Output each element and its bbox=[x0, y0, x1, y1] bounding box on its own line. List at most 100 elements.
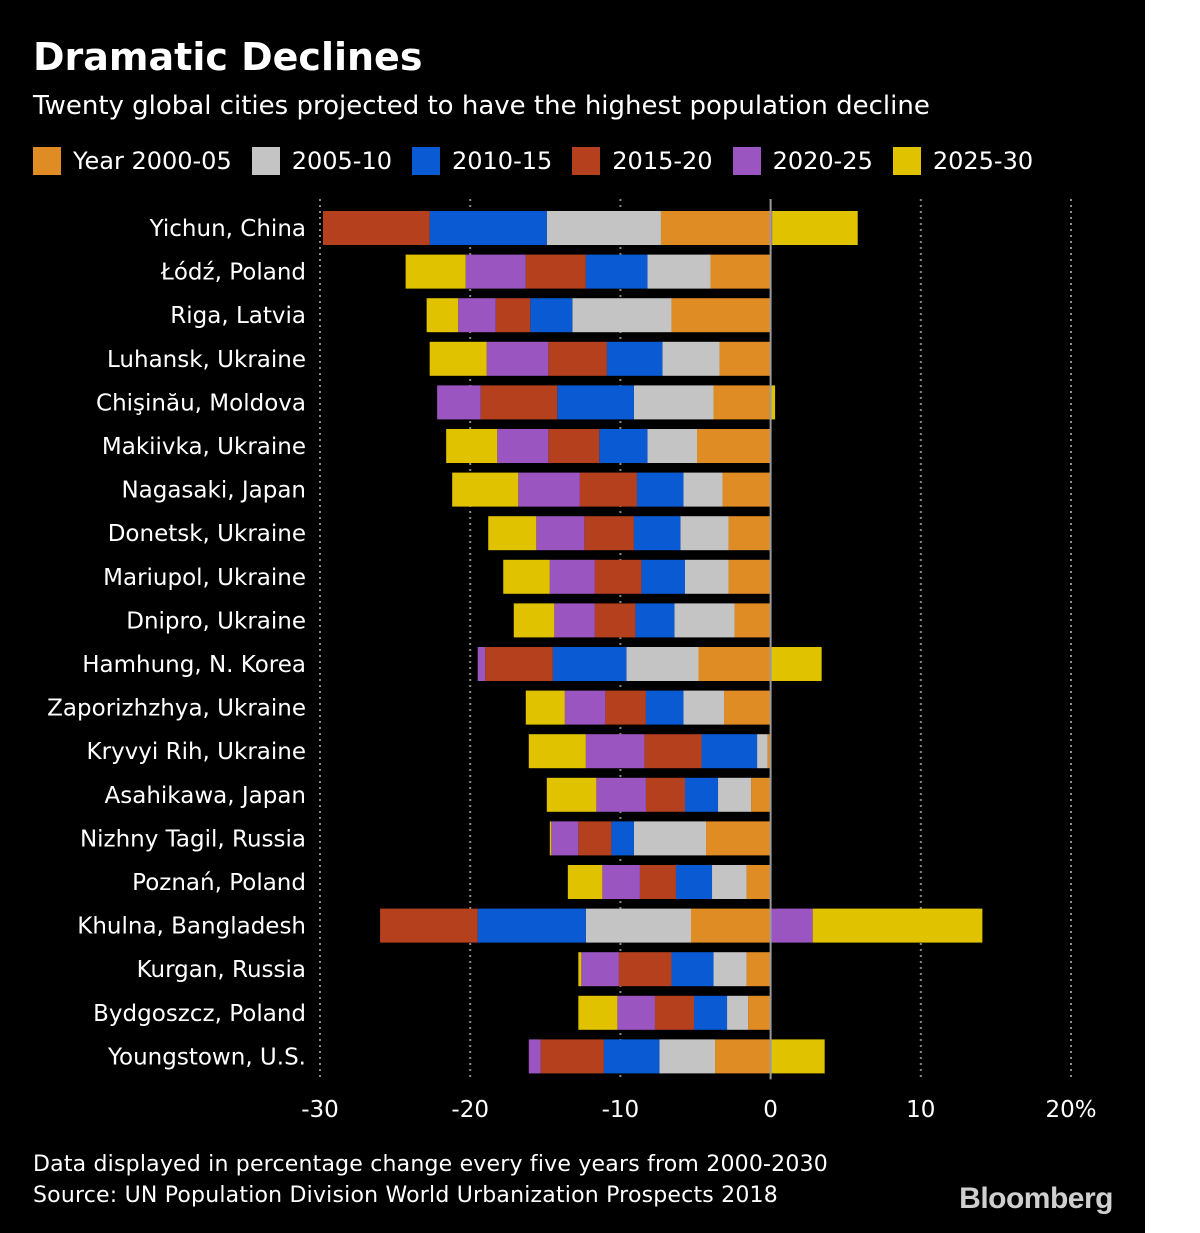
bar-segment-2005-10 bbox=[633, 385, 714, 420]
bar-segment-2015-20 bbox=[594, 559, 642, 594]
bar-segment-2020-25 bbox=[585, 734, 645, 769]
bar-row-kurgan-russia bbox=[578, 952, 771, 987]
bar-segment-2010-15 bbox=[557, 385, 634, 420]
bar-segment-2025-30 bbox=[770, 647, 822, 681]
legend-item-2005-10: 2005-10 bbox=[251, 147, 392, 175]
bar-segment-2005-10 bbox=[683, 690, 725, 725]
bar-segment-2005-10 bbox=[684, 559, 729, 594]
bar-segment-2005-10 bbox=[647, 429, 698, 463]
bar-segment-year-2000-05 bbox=[698, 647, 771, 681]
bar-segment-2020-25 bbox=[465, 254, 526, 289]
bar-segment-year-2000-05 bbox=[660, 211, 771, 245]
bar-segment-2025-30 bbox=[525, 690, 565, 725]
bar-row-yichun-china bbox=[323, 211, 858, 245]
bar-segment-2025-30 bbox=[429, 341, 487, 376]
bar-segment-2025-30 bbox=[549, 821, 552, 856]
bar-segment-2010-15 bbox=[633, 516, 681, 551]
bar-segment-2010-15 bbox=[611, 821, 634, 856]
bar-segment-2025-30 bbox=[446, 429, 498, 463]
bar-row-youngstown-u-s bbox=[528, 1039, 825, 1074]
bar-segment-2005-10 bbox=[757, 734, 768, 769]
bar-segment-2025-30 bbox=[452, 472, 519, 507]
bar-segment-2020-25 bbox=[536, 516, 585, 551]
x-tick-label: -10 bbox=[602, 1097, 640, 1123]
bar-segment-year-2000-05 bbox=[719, 341, 771, 376]
city-label: Asahikawa, Japan bbox=[105, 783, 306, 809]
bar-segment-year-2000-05 bbox=[748, 995, 771, 1030]
city-label: Luhansk, Ukraine bbox=[107, 347, 306, 373]
city-label: Donetsk, Ukraine bbox=[108, 521, 306, 547]
bar-segment-2010-15 bbox=[636, 472, 684, 507]
legend: Year 2000-05 2005-10 2010-15 2015-20 2020-25… bbox=[33, 144, 1033, 178]
bar-segment-2020-25 bbox=[477, 647, 486, 681]
legend-swatch bbox=[251, 147, 280, 175]
bar-segment-2020-25 bbox=[437, 385, 481, 420]
bar-segment-2020-25 bbox=[486, 341, 549, 376]
bar-segment-2010-15 bbox=[552, 647, 627, 681]
bar-segment-2015-20 bbox=[584, 516, 634, 551]
bar-segment-2020-25 bbox=[564, 690, 606, 725]
legend-label: 2010-15 bbox=[452, 147, 553, 175]
legend-swatch bbox=[732, 147, 761, 175]
bar-segment-2015-20 bbox=[548, 341, 607, 376]
bar-segment-2020-25 bbox=[602, 865, 640, 899]
bar-segment-2015-20 bbox=[540, 1039, 604, 1074]
legend-label: 2005-10 bbox=[291, 147, 392, 175]
bar-row-hamhung-n-korea bbox=[477, 647, 822, 681]
bar-segment-2020-25 bbox=[551, 821, 579, 856]
bar-segment-2010-15 bbox=[641, 559, 685, 594]
legend-label: Year 2000-05 bbox=[73, 147, 232, 175]
bar-segment-2015-20 bbox=[594, 603, 636, 638]
bar-segment-year-2000-05 bbox=[751, 777, 771, 812]
city-label: Yichun, China bbox=[149, 216, 306, 242]
city-label: Kryvyi Rih, Ukraine bbox=[87, 739, 306, 765]
city-label: Nagasaki, Japan bbox=[121, 478, 306, 504]
bar-segment-2005-10 bbox=[647, 254, 711, 289]
bar-segment-2005-10 bbox=[683, 472, 723, 507]
bar-segment-2015-20 bbox=[548, 429, 600, 463]
legend-swatch bbox=[892, 147, 921, 175]
city-label: Poznań, Poland bbox=[132, 870, 306, 896]
bar-segment-2015-20 bbox=[380, 908, 478, 943]
bar-segment-2025-30 bbox=[812, 908, 983, 943]
bar-segment-2010-15 bbox=[606, 341, 663, 376]
bar-row-asahikawa-japan bbox=[546, 777, 771, 812]
bar-segment-2010-15 bbox=[684, 777, 719, 812]
bar-segment-2025-30 bbox=[488, 516, 537, 551]
bar-segment-2025-30 bbox=[528, 734, 586, 769]
bar-segment-2010-15 bbox=[693, 995, 728, 1030]
city-label: Nizhny Tagil, Russia bbox=[80, 826, 306, 852]
bar-row-nagasaki-japan bbox=[452, 472, 771, 507]
bar-segment-2020-25 bbox=[518, 472, 580, 507]
bar-segment-2025-30 bbox=[426, 298, 459, 333]
legend-swatch bbox=[412, 147, 440, 175]
bar-segment-2010-15 bbox=[675, 865, 713, 899]
bar-segment-2020-25 bbox=[549, 559, 595, 594]
bar-segment-2020-25 bbox=[528, 1039, 541, 1074]
bar-segment-2005-10 bbox=[572, 298, 672, 333]
bar-segment-2005-10 bbox=[659, 1039, 716, 1074]
bar-row-chisinau-moldova bbox=[437, 385, 776, 420]
bar-segment-2015-20 bbox=[485, 647, 553, 681]
bar-segment-2025-30 bbox=[546, 777, 597, 812]
x-tick-label: -20 bbox=[451, 1097, 489, 1123]
city-label: Łódź, Poland bbox=[160, 260, 306, 286]
bar-segment-year-2000-05 bbox=[713, 385, 771, 420]
bar-segment-2005-10 bbox=[713, 952, 747, 987]
bar-segment-year-2000-05 bbox=[715, 1039, 771, 1074]
source-note: Source: UN Population Division World Urb… bbox=[33, 1183, 778, 1208]
bar-segment-2015-20 bbox=[578, 821, 612, 856]
bar-row-khulna-bangladesh bbox=[380, 908, 983, 943]
bar-row-mariupol-ukraine bbox=[503, 559, 771, 594]
bar-segment-2015-20 bbox=[480, 385, 558, 420]
bar-segment-year-2000-05 bbox=[671, 298, 771, 333]
bar-segment-year-2000-05 bbox=[734, 603, 771, 638]
bar-segment-2010-15 bbox=[671, 952, 714, 987]
legend-label: 2020-25 bbox=[772, 147, 873, 175]
bar-segment-2015-20 bbox=[605, 690, 646, 725]
bar-segment-2025-30 bbox=[578, 952, 582, 987]
bar-segment-2005-10 bbox=[712, 865, 747, 899]
bar-segment-2025-30 bbox=[405, 254, 466, 289]
city-label: Makiivka, Ukraine bbox=[102, 434, 306, 460]
x-tick-label: -30 bbox=[301, 1097, 339, 1123]
